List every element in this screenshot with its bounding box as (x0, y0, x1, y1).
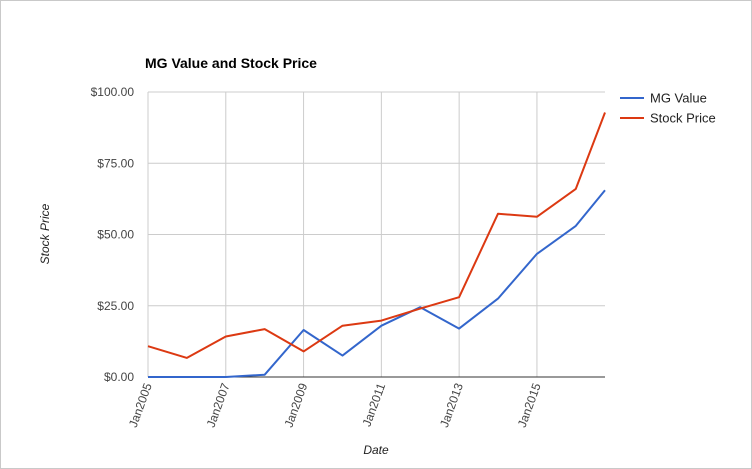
y-tick-label: $25.00 (97, 299, 134, 313)
y-tick-label: $0.00 (104, 370, 134, 384)
gridlines (147, 91, 605, 377)
y-axis-ticks: $0.00 $25.00 $50.00 $75.00 $100.00 (91, 85, 135, 384)
series-lines (147, 112, 606, 378)
y-axis-title: Stock Price (38, 203, 52, 264)
stock-price-line (147, 112, 606, 359)
x-tick-label: Jan2009 (281, 381, 310, 429)
mg-value-line (148, 189, 606, 378)
x-axis-title: Date (363, 443, 389, 457)
x-tick-label: Jan2005 (126, 381, 155, 429)
y-tick-label: $75.00 (97, 156, 134, 170)
y-tick-label: $100.00 (91, 85, 135, 99)
stock-price-legend-label: Stock Price (650, 111, 716, 126)
mg-value-legend-label: MG Value (650, 91, 707, 106)
x-tick-label: Jan2013 (437, 381, 466, 429)
x-tick-label: Jan2007 (204, 381, 233, 429)
legend: MG Value Stock Price (620, 91, 716, 126)
chart-title: MG Value and Stock Price (145, 55, 317, 71)
x-tick-label: Jan2015 (515, 381, 544, 429)
y-tick-label: $50.00 (97, 228, 134, 242)
x-tick-label: Jan2011 (360, 381, 389, 429)
x-axis-ticks: Jan2005 Jan2007 Jan2009 Jan2011 Jan2013 Jan20… (126, 381, 544, 429)
